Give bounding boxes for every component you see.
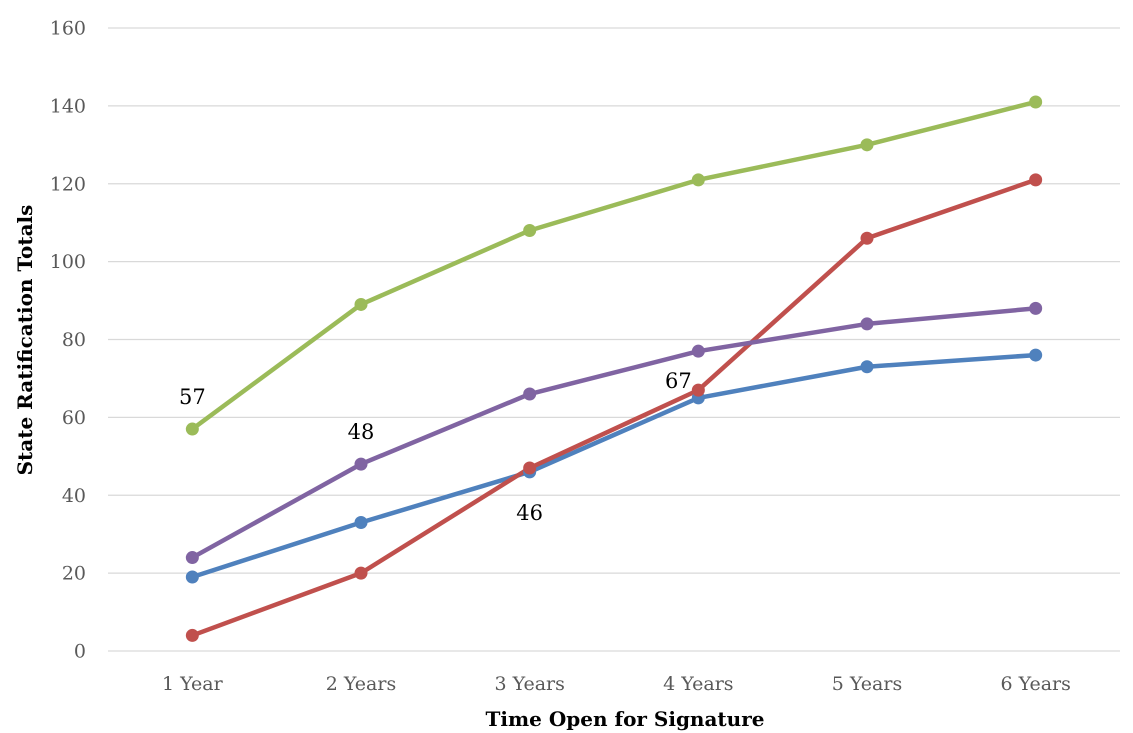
y-tick-label: 60	[62, 407, 86, 429]
series-line	[190, 352, 1038, 580]
data-label: 57	[179, 385, 206, 409]
y-tick-label: 40	[62, 485, 86, 507]
y-tick-label: 80	[62, 329, 86, 351]
data-label: 67	[665, 369, 692, 393]
data-point	[185, 570, 199, 584]
data-point	[1029, 173, 1043, 187]
series-line	[190, 99, 1038, 432]
data-label: 46	[516, 501, 543, 525]
data-point	[185, 628, 199, 642]
data-point	[860, 138, 874, 152]
data-point	[523, 387, 537, 401]
y-tick-label: 20	[62, 563, 86, 585]
data-point	[523, 461, 537, 475]
data-point	[354, 297, 368, 311]
data-point	[860, 231, 874, 245]
data-point	[354, 516, 368, 530]
y-tick-label: 100	[50, 251, 86, 273]
data-point	[1029, 95, 1043, 109]
series-lines	[190, 99, 1038, 638]
series-line	[190, 177, 1038, 638]
series-points	[185, 95, 1043, 642]
y-tick-label: 160	[50, 18, 86, 40]
x-tick-label: 2 Years	[326, 673, 396, 695]
data-point	[860, 360, 874, 374]
data-labels: 57 48 46 67	[179, 369, 692, 525]
data-point	[1029, 348, 1043, 362]
y-tick-label: 140	[50, 95, 86, 117]
data-point	[691, 344, 705, 358]
y-tick-label: 120	[50, 173, 86, 195]
series-line	[190, 306, 1038, 560]
y-axis-ticks: 0 20 40 60 80 100 120 140 160	[50, 18, 86, 663]
data-point	[354, 457, 368, 471]
x-tick-label: 5 Years	[832, 673, 902, 695]
x-axis-ticks: 1 Year 2 Years 3 Years 4 Years 5 Years 6 Year…	[162, 673, 1071, 695]
data-point	[691, 383, 705, 397]
x-tick-label: 1 Year	[162, 673, 224, 695]
x-tick-label: 6 Years	[1000, 673, 1070, 695]
data-point	[1029, 301, 1043, 315]
data-label: 48	[348, 420, 375, 444]
y-axis-title: State Ratification Totals	[13, 205, 37, 476]
data-point	[860, 317, 874, 331]
data-point	[185, 422, 199, 436]
x-axis-title: Time Open for Signature	[486, 707, 765, 731]
gridlines	[108, 27, 1120, 652]
data-point	[523, 223, 537, 237]
x-tick-label: 3 Years	[494, 673, 564, 695]
data-point	[354, 566, 368, 580]
data-point	[691, 173, 705, 187]
x-tick-label: 4 Years	[663, 673, 733, 695]
y-tick-label: 0	[74, 641, 86, 663]
data-point	[185, 551, 199, 565]
